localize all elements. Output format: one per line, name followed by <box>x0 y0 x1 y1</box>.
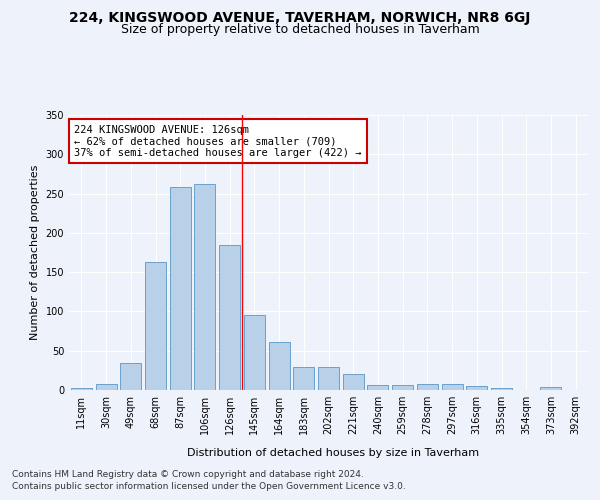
Bar <box>541 387 562 390</box>
Bar <box>343 374 364 390</box>
Text: Distribution of detached houses by size in Taverham: Distribution of detached houses by size … <box>187 448 479 458</box>
Bar <box>367 386 388 390</box>
Y-axis label: Number of detached properties: Number of detached properties <box>30 165 40 340</box>
Text: Size of property relative to detached houses in Taverham: Size of property relative to detached ho… <box>121 22 479 36</box>
Bar <box>194 184 215 390</box>
Bar <box>318 367 339 390</box>
Bar <box>491 388 512 390</box>
Bar <box>442 384 463 390</box>
Bar <box>392 386 413 390</box>
Text: 224 KINGSWOOD AVENUE: 126sqm
← 62% of detached houses are smaller (709)
37% of s: 224 KINGSWOOD AVENUE: 126sqm ← 62% of de… <box>74 124 362 158</box>
Bar <box>71 388 92 390</box>
Bar <box>269 342 290 390</box>
Bar <box>219 244 240 390</box>
Text: Contains public sector information licensed under the Open Government Licence v3: Contains public sector information licen… <box>12 482 406 491</box>
Bar <box>145 262 166 390</box>
Text: 224, KINGSWOOD AVENUE, TAVERHAM, NORWICH, NR8 6GJ: 224, KINGSWOOD AVENUE, TAVERHAM, NORWICH… <box>70 11 530 25</box>
Bar <box>95 384 116 390</box>
Text: Contains HM Land Registry data © Crown copyright and database right 2024.: Contains HM Land Registry data © Crown c… <box>12 470 364 479</box>
Bar <box>293 367 314 390</box>
Bar <box>120 362 141 390</box>
Bar <box>244 314 265 390</box>
Bar <box>417 384 438 390</box>
Bar <box>170 188 191 390</box>
Bar <box>466 386 487 390</box>
